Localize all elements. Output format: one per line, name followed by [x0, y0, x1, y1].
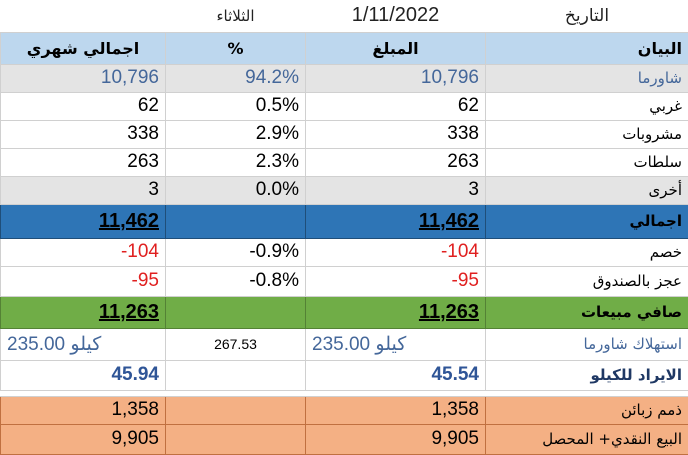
- monthly: 1,358: [1, 396, 166, 424]
- percent: 0.5%: [166, 92, 306, 120]
- percent: 0.0%: [166, 176, 306, 204]
- date-label: التاريخ: [486, 0, 688, 32]
- row: كيلو 235.00 267.53 كيلو 235.00 استهلاك ش…: [1, 328, 688, 360]
- percent: 2.9%: [166, 120, 306, 148]
- percent: -0.9%: [166, 238, 306, 266]
- amount: 10,796: [306, 64, 486, 92]
- row: 10,796 94.2% 10,796 شاورما: [1, 64, 688, 92]
- monthly: 11,263: [1, 296, 166, 328]
- empty-cell: [1, 0, 166, 32]
- date: 1/11/2022: [306, 0, 486, 32]
- row: 338 2.9% 338 مشروبات: [1, 120, 688, 148]
- amount: 62: [306, 92, 486, 120]
- item: ذمم زبائن: [486, 396, 688, 424]
- empty-cell: [166, 424, 306, 454]
- empty-cell: [166, 296, 306, 328]
- row: -95 -0.8% -95 عجز بالصندوق: [1, 266, 688, 296]
- day: الثلاثاء: [166, 0, 306, 32]
- item: استهلاك شاورما: [486, 328, 688, 360]
- empty-cell: [166, 204, 306, 238]
- row: 263 2.3% 263 سلطات: [1, 148, 688, 176]
- amount: -95: [306, 266, 486, 296]
- column-header: المبلغ: [306, 32, 486, 64]
- empty-cell: [166, 360, 306, 390]
- amount: 1,358: [306, 396, 486, 424]
- item: البيع النقدي+ المحصل: [486, 424, 688, 454]
- header-row: اجمالي شهري % المبلغ البيان: [1, 32, 688, 64]
- row: 1,358 1,358 ذمم زبائن: [1, 396, 688, 424]
- percent: -0.8%: [166, 266, 306, 296]
- monthly: 45.94: [1, 360, 166, 390]
- row: 45.94 45.54 الايراد للكيلو: [1, 360, 688, 390]
- item: الايراد للكيلو: [486, 360, 688, 390]
- item: صافي مبيعات: [486, 296, 688, 328]
- amount: 3: [306, 176, 486, 204]
- item: سلطات: [486, 148, 688, 176]
- column-header: البيان: [486, 32, 688, 64]
- amount: كيلو 235.00: [306, 328, 486, 360]
- monthly: كيلو 235.00: [1, 328, 166, 360]
- monthly: 9,905: [1, 424, 166, 454]
- item: خصم: [486, 238, 688, 266]
- item: اجمالي: [486, 204, 688, 238]
- total-row: 11,462 11,462 اجمالي: [1, 204, 688, 238]
- monthly: 11,462: [1, 204, 166, 238]
- monthly: 62: [1, 92, 166, 120]
- item: عجز بالصندوق: [486, 266, 688, 296]
- amount: 45.54: [306, 360, 486, 390]
- monthly: 338: [1, 120, 166, 148]
- empty-cell: [166, 396, 306, 424]
- column-header: %: [166, 32, 306, 64]
- amount: 11,462: [306, 204, 486, 238]
- amount: 263: [306, 148, 486, 176]
- row: 3 0.0% 3 أخرى: [1, 176, 688, 204]
- column-header: اجمالي شهري: [1, 32, 166, 64]
- percent: 2.3%: [166, 148, 306, 176]
- amount: -104: [306, 238, 486, 266]
- amount: 11,263: [306, 296, 486, 328]
- monthly: -95: [1, 266, 166, 296]
- date-row: الثلاثاء 1/11/2022 التاريخ: [1, 0, 688, 32]
- monthly: -104: [1, 238, 166, 266]
- monthly: 263: [1, 148, 166, 176]
- item: شاورما: [486, 64, 688, 92]
- monthly: 3: [1, 176, 166, 204]
- row: -104 -0.9% -104 خصم: [1, 238, 688, 266]
- row: 9,905 9,905 البيع النقدي+ المحصل: [1, 424, 688, 454]
- item: مشروبات: [486, 120, 688, 148]
- monthly: 10,796: [1, 64, 166, 92]
- item: أخرى: [486, 176, 688, 204]
- percent: 94.2%: [166, 64, 306, 92]
- net-row: 11,263 11,263 صافي مبيعات: [1, 296, 688, 328]
- amount: 9,905: [306, 424, 486, 454]
- percent: 267.53: [166, 328, 306, 360]
- amount: 338: [306, 120, 486, 148]
- item: غربي: [486, 92, 688, 120]
- row: 62 0.5% 62 غربي: [1, 92, 688, 120]
